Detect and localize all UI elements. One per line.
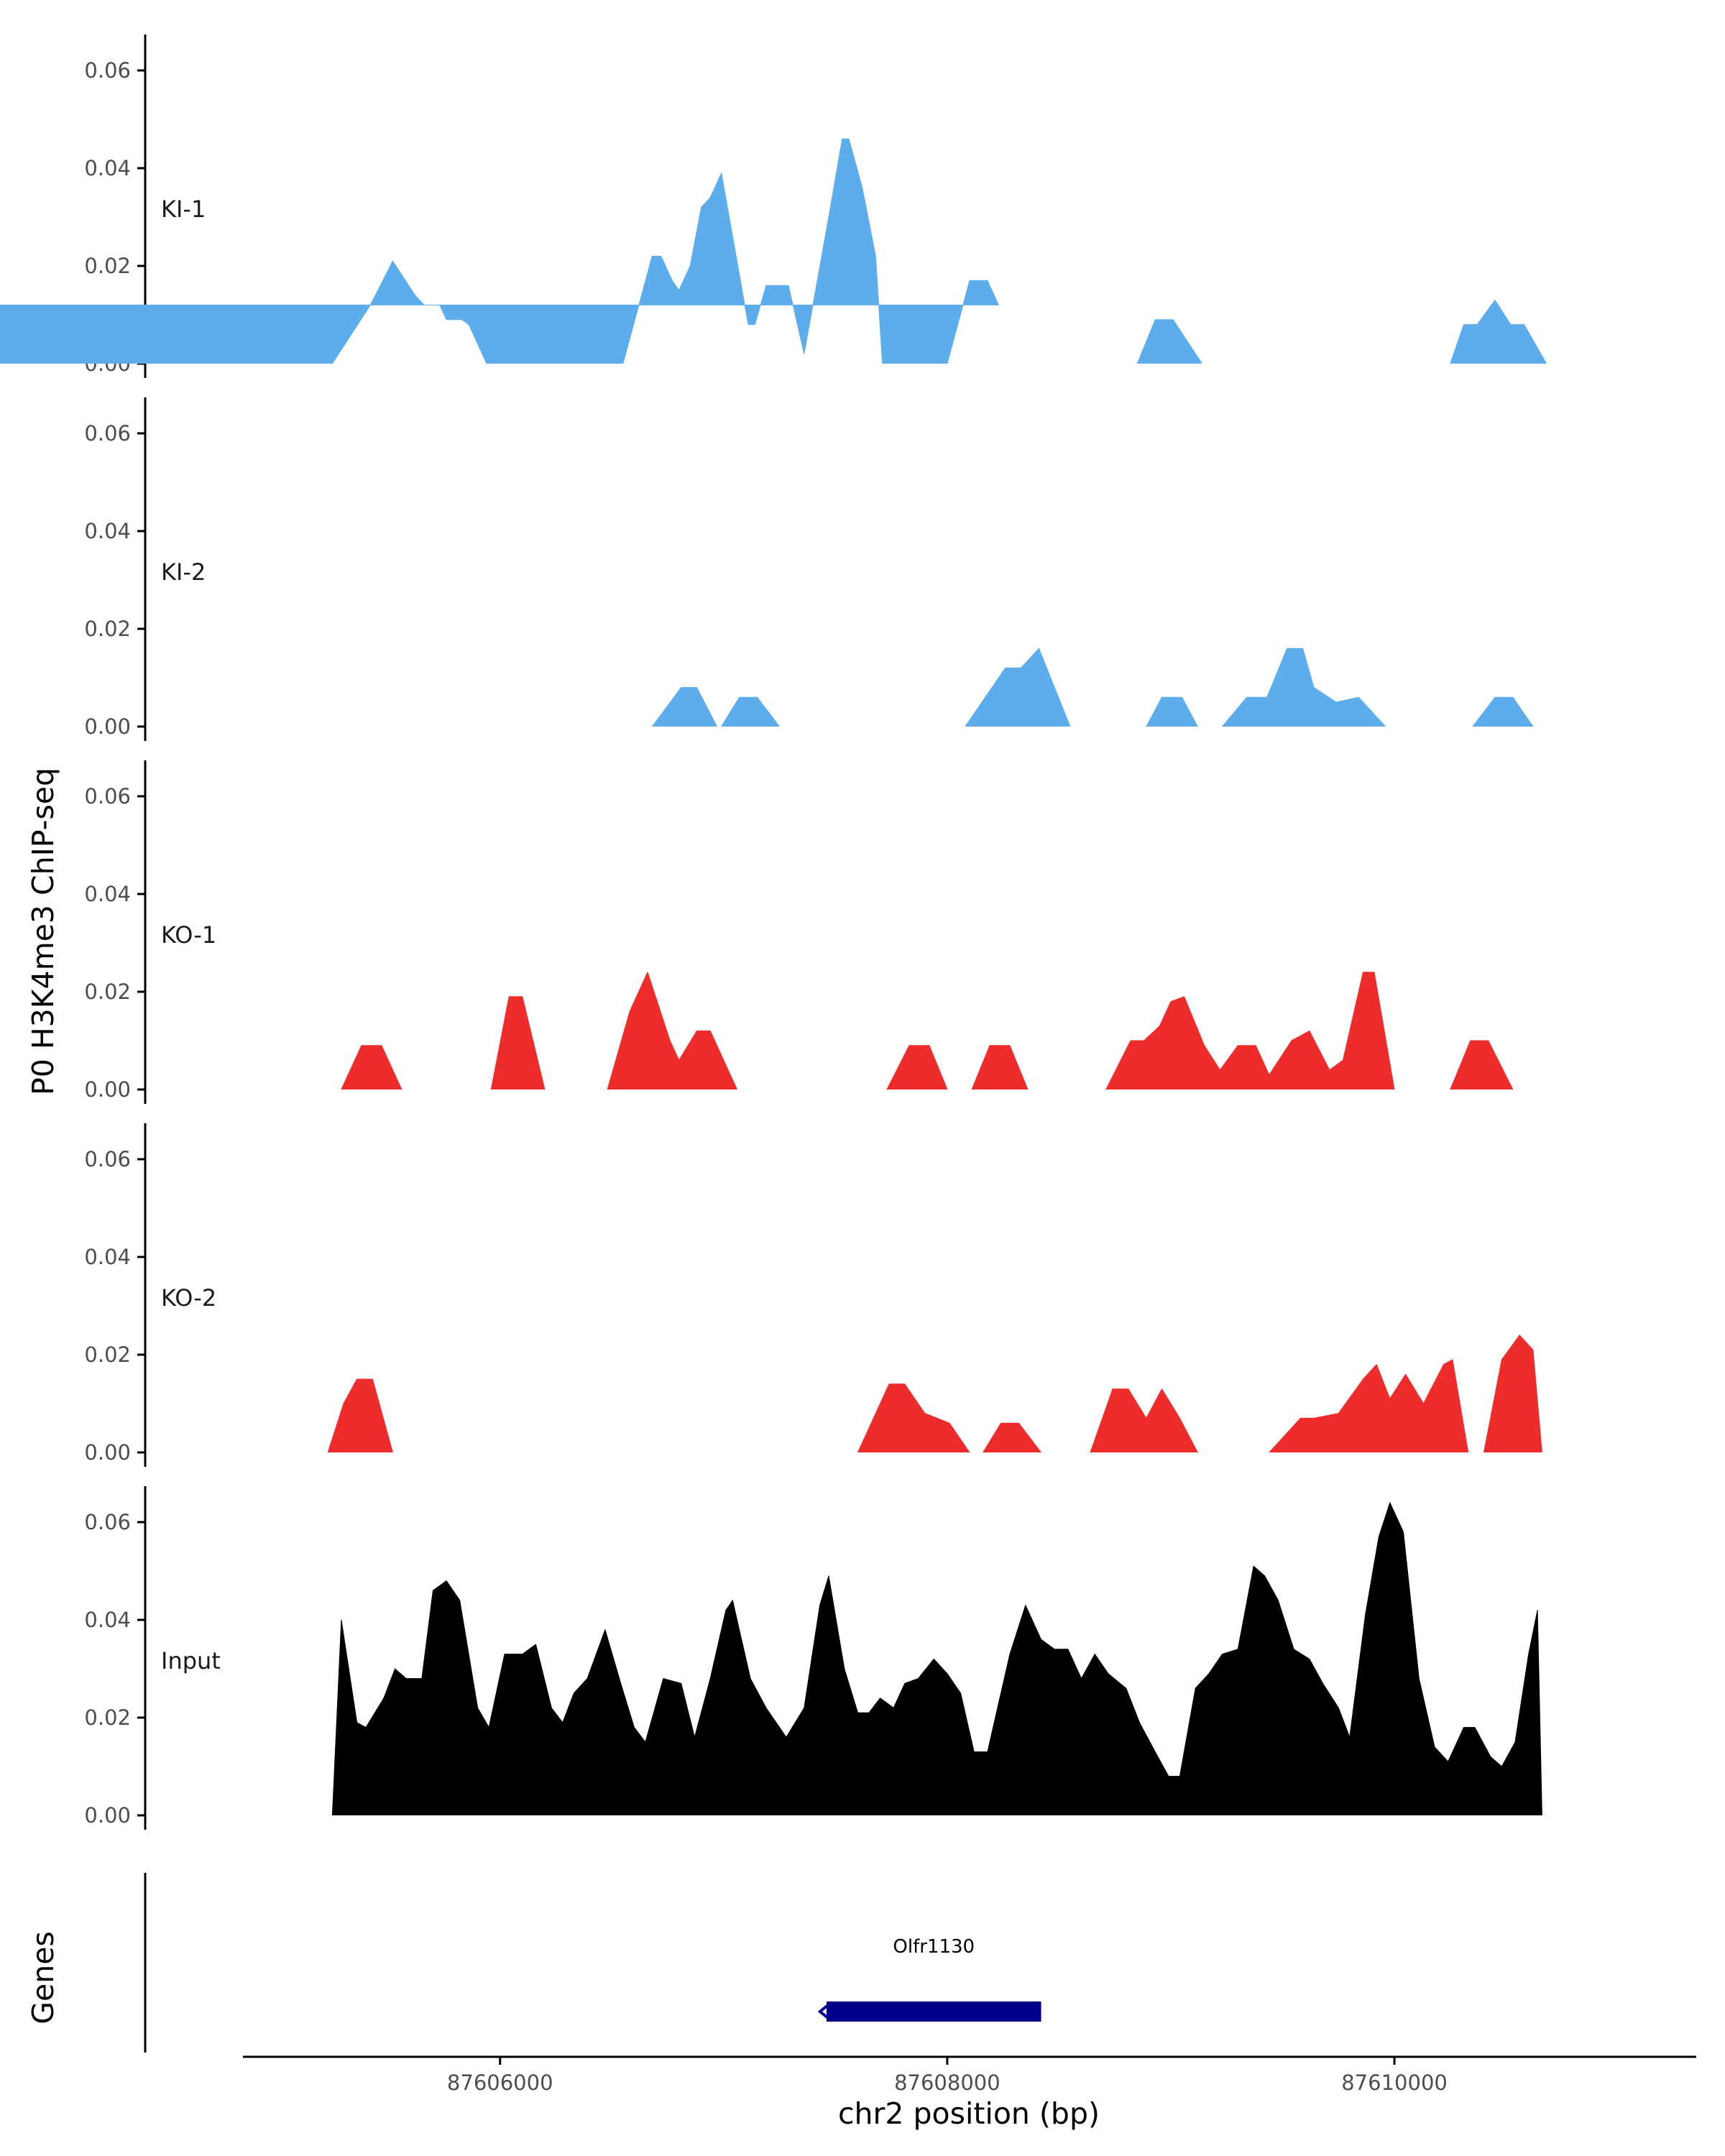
track-label: Input [161, 1647, 221, 1674]
chip-seq-tracks: 0.00 0.02 0.04 0.06 KI-1 0.00 0.02 0.04 0.06 KI-2… [0, 34, 1548, 1830]
y-tick-label: 0.04 [84, 1608, 131, 1632]
y-tick-label: 0.02 [84, 254, 131, 278]
gene-annotation-panel: Olfr1130 [144, 1873, 1041, 2053]
track-ko-2: 0.00 0.02 0.04 0.06 KO-2 [84, 1123, 1542, 1467]
gene-olfr1130: Olfr1130 [817, 1936, 1041, 2022]
signal-area-ko-1 [341, 972, 1514, 1090]
y-tick-label: 0.04 [84, 882, 131, 906]
track-label: KO-1 [161, 921, 216, 949]
y-tick-label: 0.06 [84, 1510, 131, 1534]
y-tick-label: 0.02 [84, 1342, 131, 1367]
y-tick-label: 0.00 [84, 1803, 131, 1828]
y-tick-label: 0.06 [84, 58, 131, 83]
y-tick-label: 0.04 [84, 519, 131, 543]
y-tick-label: 0.00 [84, 714, 131, 739]
y-tick-label: 0.04 [84, 156, 131, 180]
signal-area-ki-2 [651, 648, 1534, 727]
y-tick-label: 0.06 [84, 784, 131, 808]
y-tick-label: 0.02 [84, 1705, 131, 1730]
track-label: KI-2 [161, 558, 206, 586]
y-tick-label: 0.02 [84, 617, 131, 641]
genes-axis-title: Genes [26, 1931, 60, 2024]
y-tick-label: 0.06 [84, 421, 131, 446]
x-axis: 87606000 87608000 87610000 [243, 2055, 1696, 2095]
y-tick-label: 0.00 [84, 1077, 131, 1102]
signal-area-input [331, 1502, 1542, 1816]
y-tick-label: 0.06 [84, 1147, 131, 1171]
gene-body [826, 2001, 1041, 2022]
x-tick-label: 87608000 [894, 2070, 1000, 2095]
x-tick-label: 87606000 [447, 2070, 553, 2095]
x-tick-label: 87610000 [1341, 2070, 1448, 2095]
y-tick-label: 0.02 [84, 980, 131, 1004]
strand-arrow-icon [817, 2004, 829, 2019]
track-ki-2: 0.00 0.02 0.04 0.06 KI-2 [84, 397, 1534, 741]
y-tick-label: 0.00 [84, 1440, 131, 1465]
y-tick-label: 0.04 [84, 1245, 131, 1269]
track-label: KI-1 [161, 195, 206, 223]
track-ko-1: 0.00 0.02 0.04 0.06 KO-1 [84, 760, 1514, 1104]
track-label: KO-2 [161, 1284, 216, 1312]
track-input: 0.00 0.02 0.04 0.06 Input [84, 1486, 1542, 1830]
x-axis-title: chr2 position (bp) [838, 2096, 1100, 2131]
gene-label: Olfr1130 [893, 1936, 975, 1958]
signal-area-ko-2 [327, 1335, 1542, 1453]
y-axis-title: P0 H3K4me3 ChIP-seq [26, 768, 60, 1095]
